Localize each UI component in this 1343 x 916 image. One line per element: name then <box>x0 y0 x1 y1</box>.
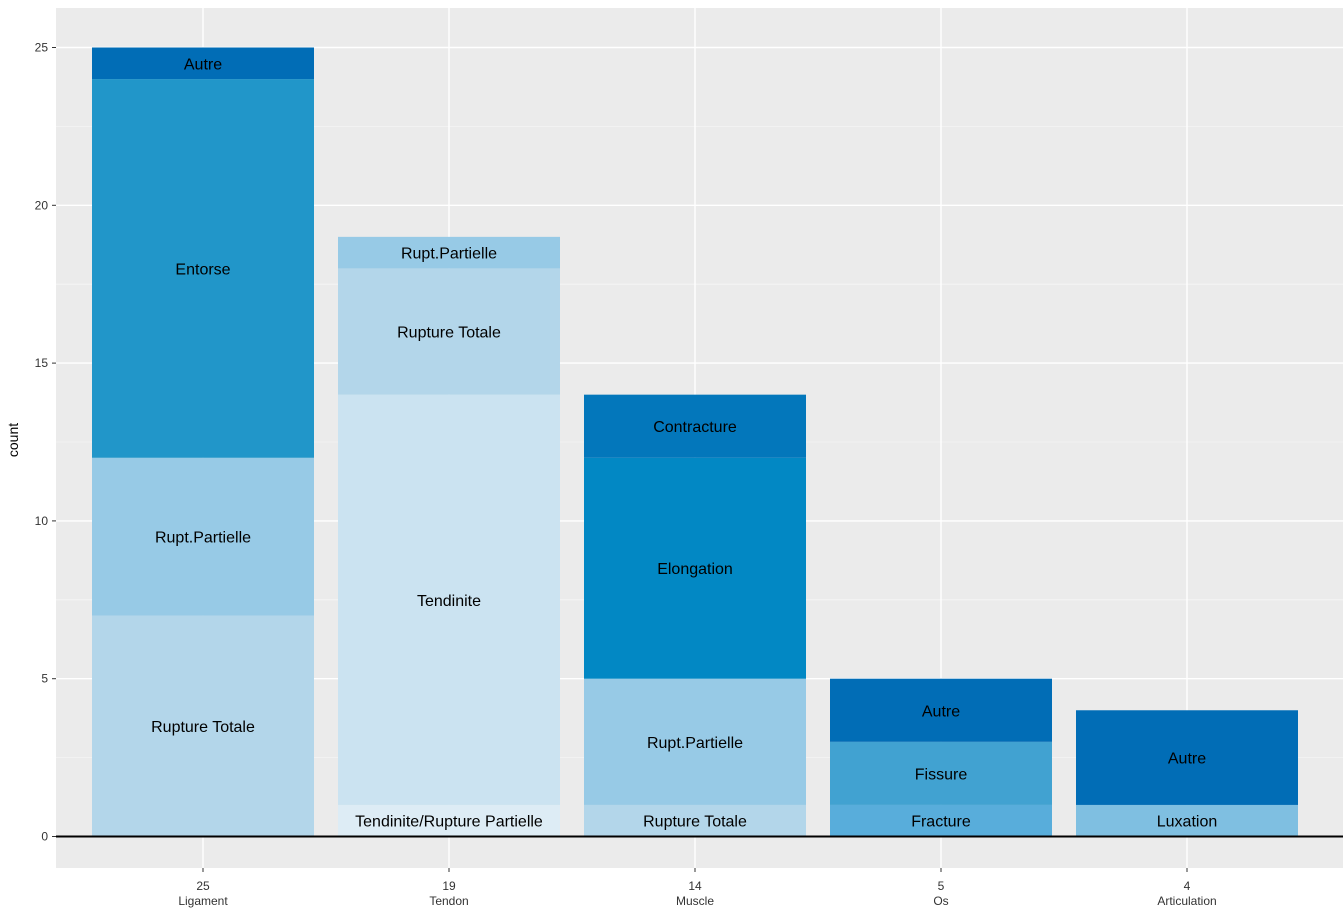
segment-label: Autre <box>922 703 960 720</box>
y-axis-title: count <box>5 423 21 457</box>
segment-label: Entorse <box>175 261 230 278</box>
bar-segment <box>830 804 1052 837</box>
x-tick-total-label: 4 <box>1184 879 1191 893</box>
segment-label: Rupture Totale <box>151 719 255 736</box>
x-tick-category-label: Articulation <box>1157 894 1216 908</box>
x-tick-category-label: Ligament <box>178 894 228 908</box>
y-tick-label: 25 <box>35 41 49 55</box>
segment-label: Autre <box>1168 751 1206 768</box>
x-tick-category-label: Tendon <box>429 894 468 908</box>
bar-segment <box>1076 710 1298 805</box>
segment-label: Tendinite/Rupture Partielle <box>355 814 543 831</box>
segment-label: Luxation <box>1157 814 1218 831</box>
bar-articulation: Luxation Autre <box>1076 710 1298 837</box>
bar-os: Fracture Fissure Autre <box>830 678 1052 837</box>
x-tick-total-label: 25 <box>196 879 210 893</box>
bar-segment <box>92 47 314 80</box>
bar-tendon: Tendinite/Rupture Partielle Tendinite Rupt… <box>338 236 560 837</box>
segment-label: Rupt.Partielle <box>155 530 251 547</box>
bar-segment <box>338 394 560 805</box>
y-axis: 0 5 10 15 20 25 <box>35 41 56 844</box>
y-tick-label: 10 <box>35 514 49 528</box>
x-tick-total-label: 19 <box>442 879 456 893</box>
bar-segment <box>92 79 314 458</box>
bar-segment <box>338 804 560 837</box>
bar-segment <box>584 394 806 458</box>
x-tick-total-label: 5 <box>938 879 945 893</box>
x-tick-category-label: Muscle <box>676 894 714 908</box>
bar-segment <box>92 615 314 837</box>
segment-label: Tendinite <box>417 593 481 610</box>
bar-segment <box>830 678 1052 742</box>
bar-segment <box>338 236 560 269</box>
segment-label: Contracture <box>653 419 737 436</box>
bar-segment <box>584 804 806 837</box>
y-tick-label: 0 <box>41 830 48 844</box>
segment-label: Fissure <box>915 766 968 783</box>
bar-segment <box>92 457 314 616</box>
bar-segment <box>584 457 806 679</box>
x-tick-category-label: Os <box>933 894 948 908</box>
bar-ligament: Rupture Totale Rupt.Partielle Entorse Autre <box>92 47 314 837</box>
segment-label: Rupt.Partielle <box>401 246 497 263</box>
segment-label: Elongation <box>657 561 733 578</box>
y-tick-label: 5 <box>41 672 48 686</box>
segment-label: Autre <box>184 56 222 73</box>
segment-label: Rupture Totale <box>643 814 747 831</box>
segment-label: Fracture <box>911 814 971 831</box>
bars: Rupture Totale Rupt.Partielle Entorse Autre… <box>92 47 1298 837</box>
bar-segment <box>338 268 560 395</box>
y-tick-label: 15 <box>35 356 49 370</box>
segment-label: Rupture Totale <box>397 325 501 342</box>
bar-segment <box>830 741 1052 805</box>
y-tick-label: 20 <box>35 198 49 212</box>
bar-segment <box>584 678 806 805</box>
bar-muscle: Rupture Totale Rupt.Partielle Elongation Co… <box>584 394 806 837</box>
segment-label: Rupt.Partielle <box>647 735 743 752</box>
x-tick-total-label: 14 <box>688 879 702 893</box>
bar-segment <box>1076 804 1298 837</box>
